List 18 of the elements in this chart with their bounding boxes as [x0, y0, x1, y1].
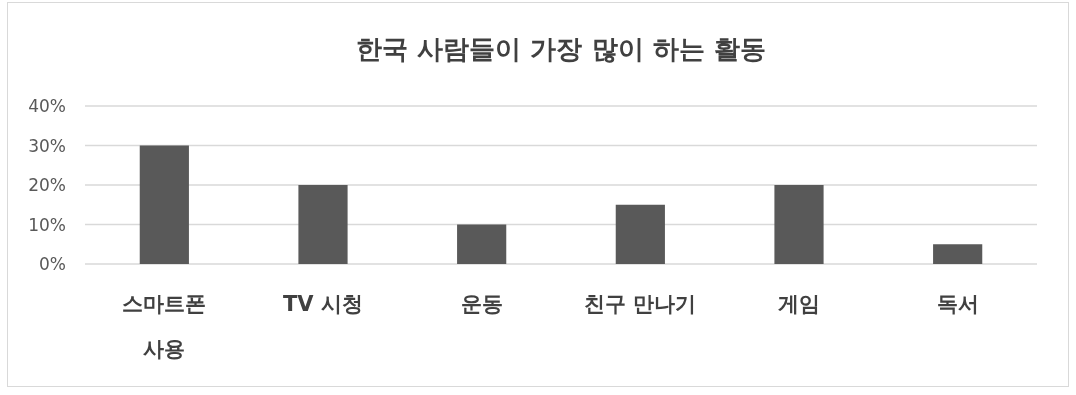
y-tick-label: 30% — [28, 135, 66, 156]
bar — [615, 204, 665, 264]
x-tick-label: 친구 만나기 — [584, 292, 697, 316]
y-tick-label: 10% — [28, 214, 66, 235]
y-tick-label: 0% — [39, 254, 66, 274]
chart-title: 한국 사람들이 가장 많이 하는 활동 — [356, 34, 766, 64]
bar — [774, 185, 824, 264]
x-tick-label: 스마트폰 사용 — [122, 292, 207, 361]
bar — [457, 224, 507, 264]
x-tick-label: 운동 — [460, 292, 503, 316]
bar — [139, 145, 189, 264]
x-tick-label: 독서 — [936, 292, 979, 316]
x-tick-label: TV 시청 — [283, 292, 363, 316]
bar — [933, 244, 983, 264]
bar — [298, 185, 348, 264]
x-tick-label: 게임 — [778, 292, 820, 316]
y-tick-label: 40% — [28, 96, 66, 116]
y-tick-label: 20% — [28, 175, 66, 195]
